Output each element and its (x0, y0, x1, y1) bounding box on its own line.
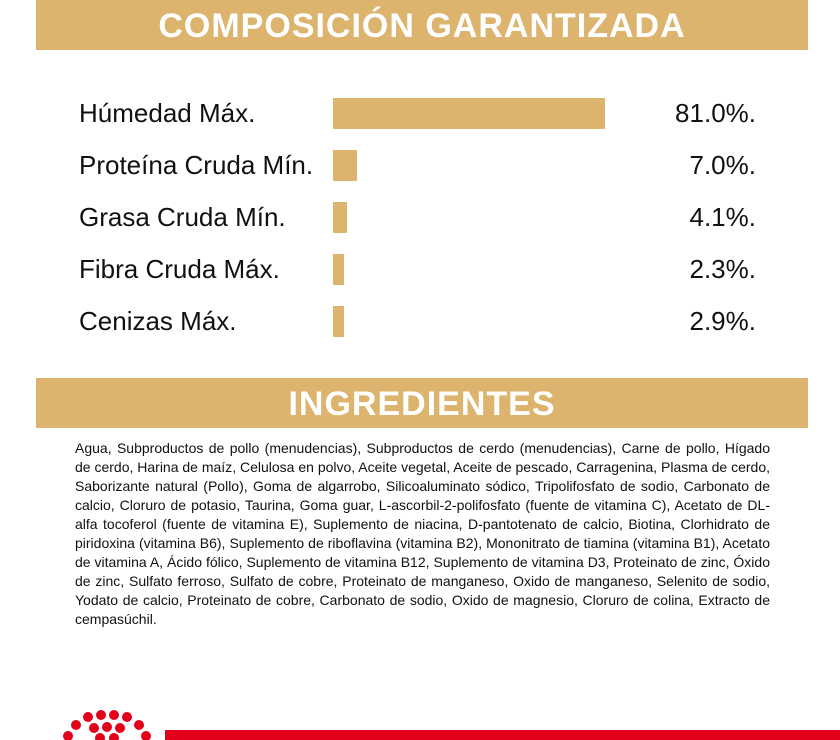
nutrient-value: 4.1%. (689, 202, 757, 232)
section-header: INGREDIENTES (36, 378, 808, 428)
nutrient-value: 2.9%. (689, 306, 757, 336)
nutrient-value: 2.3%. (689, 254, 757, 284)
composition-row: Húmedad Máx. 81.0%. (0, 94, 840, 134)
nutrient-label: Húmedad Máx. (79, 98, 256, 128)
footer-line (165, 730, 840, 740)
nutrient-label: Grasa Cruda Mín. (79, 202, 286, 232)
logo-dots (63, 710, 151, 740)
nutrient-bar (333, 98, 606, 129)
nutrient-value: 81.0%. (675, 98, 756, 128)
ingredients-text: Agua, Subproductos de pollo (menudencias… (75, 440, 770, 627)
composition-row: Grasa Cruda Mín. 4.1%. (0, 198, 840, 238)
composition-row: Cenizas Máx. 2.9%. (0, 302, 840, 342)
nutrient-bar (333, 202, 347, 233)
composition-row: Proteína Cruda Mín. 7.0%. (0, 146, 840, 186)
nutrient-value: 7.0%. (689, 150, 757, 180)
nutrient-bar (333, 150, 357, 181)
nutrient-label: Fibra Cruda Máx. (79, 254, 280, 284)
nutrient-label: Proteína Cruda Mín. (79, 150, 314, 180)
nutrient-bar (333, 254, 344, 285)
composition-row: Fibra Cruda Máx. 2.3%. (0, 250, 840, 290)
nutrient-bar (333, 306, 344, 337)
section-header: COMPOSICIÓN GARANTIZADA (36, 0, 808, 50)
nutrient-label: Cenizas Máx. (79, 306, 237, 336)
footer-logo (63, 710, 840, 740)
